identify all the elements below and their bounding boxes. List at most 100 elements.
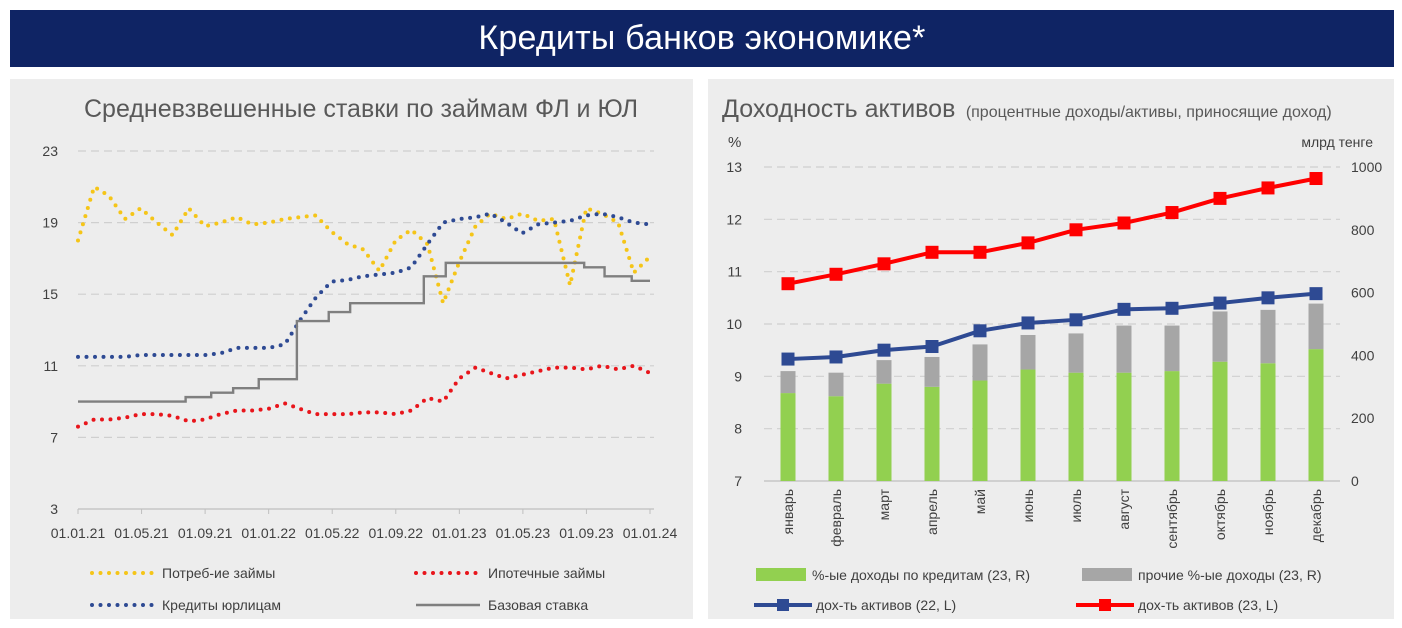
yield-2023-line-point-ноябрь (1261, 181, 1275, 195)
bar-other-income-апрель (924, 356, 940, 387)
legend-consumer-label: Потреб-ие займы (162, 565, 275, 581)
yield-2022-line-point-ноябрь (1261, 291, 1275, 305)
x-month-label: июль (1068, 489, 1084, 522)
legend-yield-23-marker (1099, 599, 1111, 611)
yield-2023-line-point-февраль (829, 267, 843, 281)
bar-other-income-июль (1068, 333, 1084, 373)
right-chart-title-main: Доходность активов (722, 95, 955, 123)
x-month-label: апрель (924, 489, 940, 535)
yield-2023-line-point-июль (1069, 223, 1083, 237)
bar-other-income-ноябрь (1260, 309, 1276, 364)
yield-2022-line-point-июль (1069, 313, 1083, 327)
legend-corporate: Кредиты юрлицам (90, 597, 281, 613)
bar-other-income-июнь (1020, 334, 1036, 370)
x-month-label: декабрь (1308, 489, 1324, 542)
bar-other-income-март (876, 360, 892, 384)
yield-2023-line-point-март (877, 257, 891, 271)
yield-2022-line-point-октябрь (1213, 296, 1227, 310)
bar-other-income-февраль (828, 372, 844, 397)
left-chart-title: Средневзвешенные ставки по займам ФЛ и Ю… (84, 95, 638, 123)
legend-mortgage: Ипотечные займы (414, 565, 605, 581)
x-tick-label: 01.01.23 (432, 525, 487, 541)
legend-other-income-label: прочие %-ые доходы (23, R) (1138, 567, 1322, 583)
x-month-label: октябрь (1212, 489, 1228, 540)
yield-2022-line-point-март (877, 343, 891, 357)
x-month-label: июнь (1020, 489, 1036, 522)
yield-2022-line-point-июнь (1021, 316, 1035, 330)
legend-yield-23-label: дох-ть активов (23, L) (1138, 597, 1278, 613)
x-tick-label: 01.05.22 (305, 525, 360, 541)
x-tick-label: 01.09.22 (369, 525, 424, 541)
x-month-label: сентябрь (1164, 489, 1180, 549)
bar-loan-income-август (1116, 372, 1132, 481)
x-month-label: ноябрь (1260, 489, 1276, 535)
x-tick-label: 01.09.21 (178, 525, 233, 541)
legend-yield-22: дох-ть активов (22, L) (754, 597, 956, 613)
yield-2023-line-point-июнь (1021, 236, 1035, 250)
bar-loan-income-март (876, 383, 892, 481)
bar-loan-income-октябрь (1212, 361, 1228, 481)
y-left-tick-label: 11 (727, 264, 742, 280)
yield-2022-line-point-январь (781, 352, 795, 366)
x-tick-label: 01.09.23 (559, 525, 614, 541)
y-right-tick-label: 0 (1351, 473, 1359, 489)
bar-loan-income-ноябрь (1260, 363, 1276, 481)
corporate-loans-series (76, 211, 652, 359)
asset-yield-chart: Доходность активов (процентные доходы/ак… (722, 95, 1382, 613)
y-left-tick-label: 8 (734, 421, 742, 437)
yield-2023-line-point-август (1117, 216, 1131, 230)
bar-other-income-январь (780, 371, 796, 394)
yield-2022-line (787, 291, 1317, 362)
legend-loan-income-swatch (756, 568, 806, 581)
x-tick-label: 01.01.24 (623, 525, 678, 541)
bar-loan-income-май (972, 380, 988, 481)
bar-loan-income-сентябрь (1164, 371, 1180, 481)
bar-other-income-август (1116, 325, 1132, 373)
x-tick-label: 01.05.23 (496, 525, 551, 541)
legend-consumer: Потреб-ие займы (90, 565, 275, 581)
yield-2022-line-point-апрель (925, 340, 939, 354)
x-month-label: август (1116, 488, 1132, 529)
legend-loan-income: %-ые доходы по кредитам (23, R) (756, 567, 1030, 583)
legend-base-rate-label: Базовая ставка (488, 597, 588, 613)
right-chart-title: Доходность активов (процентные доходы/ак… (722, 95, 1332, 123)
y-right-tick-label: 1000 (1351, 159, 1382, 175)
y-tick-label: 11 (43, 358, 58, 374)
asset-yield-panel: Доходность активов (процентные доходы/ак… (708, 79, 1394, 619)
bar-other-income-май (972, 344, 988, 381)
y-tick-label: 3 (50, 501, 58, 517)
banner-title: Кредиты банков экономике* (478, 19, 926, 57)
legend-yield-23: дох-ть активов (23, L) (1076, 597, 1278, 613)
yield-2023-line-point-январь (781, 277, 795, 291)
y-tick-label: 7 (50, 429, 58, 445)
y-left-tick-label: 10 (726, 316, 742, 332)
legend-corporate-label: Кредиты юрлицам (162, 597, 281, 613)
bar-loan-income-июнь (1020, 369, 1036, 481)
y-right-tick-label: 800 (1351, 222, 1375, 238)
y-tick-label: 15 (42, 286, 58, 302)
legend-other-income-swatch (1082, 568, 1132, 581)
x-tick-label: 01.01.22 (241, 525, 296, 541)
base-rate-series (78, 261, 650, 403)
right-chart-title-sub: (процентные доходы/активы, приносящие до… (966, 104, 1332, 121)
x-month-label: январь (780, 489, 796, 534)
x-month-label: март (876, 488, 892, 520)
legend-base-rate: Базовая ставка (416, 597, 588, 613)
interest-rates-chart: Средневзвешенные ставки по займам ФЛ и Ю… (42, 95, 678, 613)
interest-rates-panel: Средневзвешенные ставки по займам ФЛ и Ю… (10, 79, 693, 619)
bar-loan-income-апрель (924, 386, 940, 481)
bar-loan-income-февраль (828, 396, 844, 481)
yield-2022-line-point-август (1117, 302, 1131, 316)
yield-2023-line-point-сентябрь (1165, 206, 1179, 220)
legend-yield-22-marker (777, 599, 789, 611)
yield-2022-line-point-сентябрь (1165, 301, 1179, 315)
legend-other-income: прочие %-ые доходы (23, R) (1082, 567, 1322, 583)
yield-2022-line-point-февраль (829, 350, 843, 364)
x-tick-label: 01.01.21 (51, 525, 106, 541)
x-tick-label: 01.05.21 (114, 525, 169, 541)
y-left-tick-label: 9 (734, 368, 742, 384)
consumer-loans-series (76, 184, 652, 306)
bar-loan-income-июль (1068, 372, 1084, 481)
yield-2023-line-point-декабрь (1309, 172, 1323, 186)
yield-2023-line-point-май (973, 245, 987, 259)
